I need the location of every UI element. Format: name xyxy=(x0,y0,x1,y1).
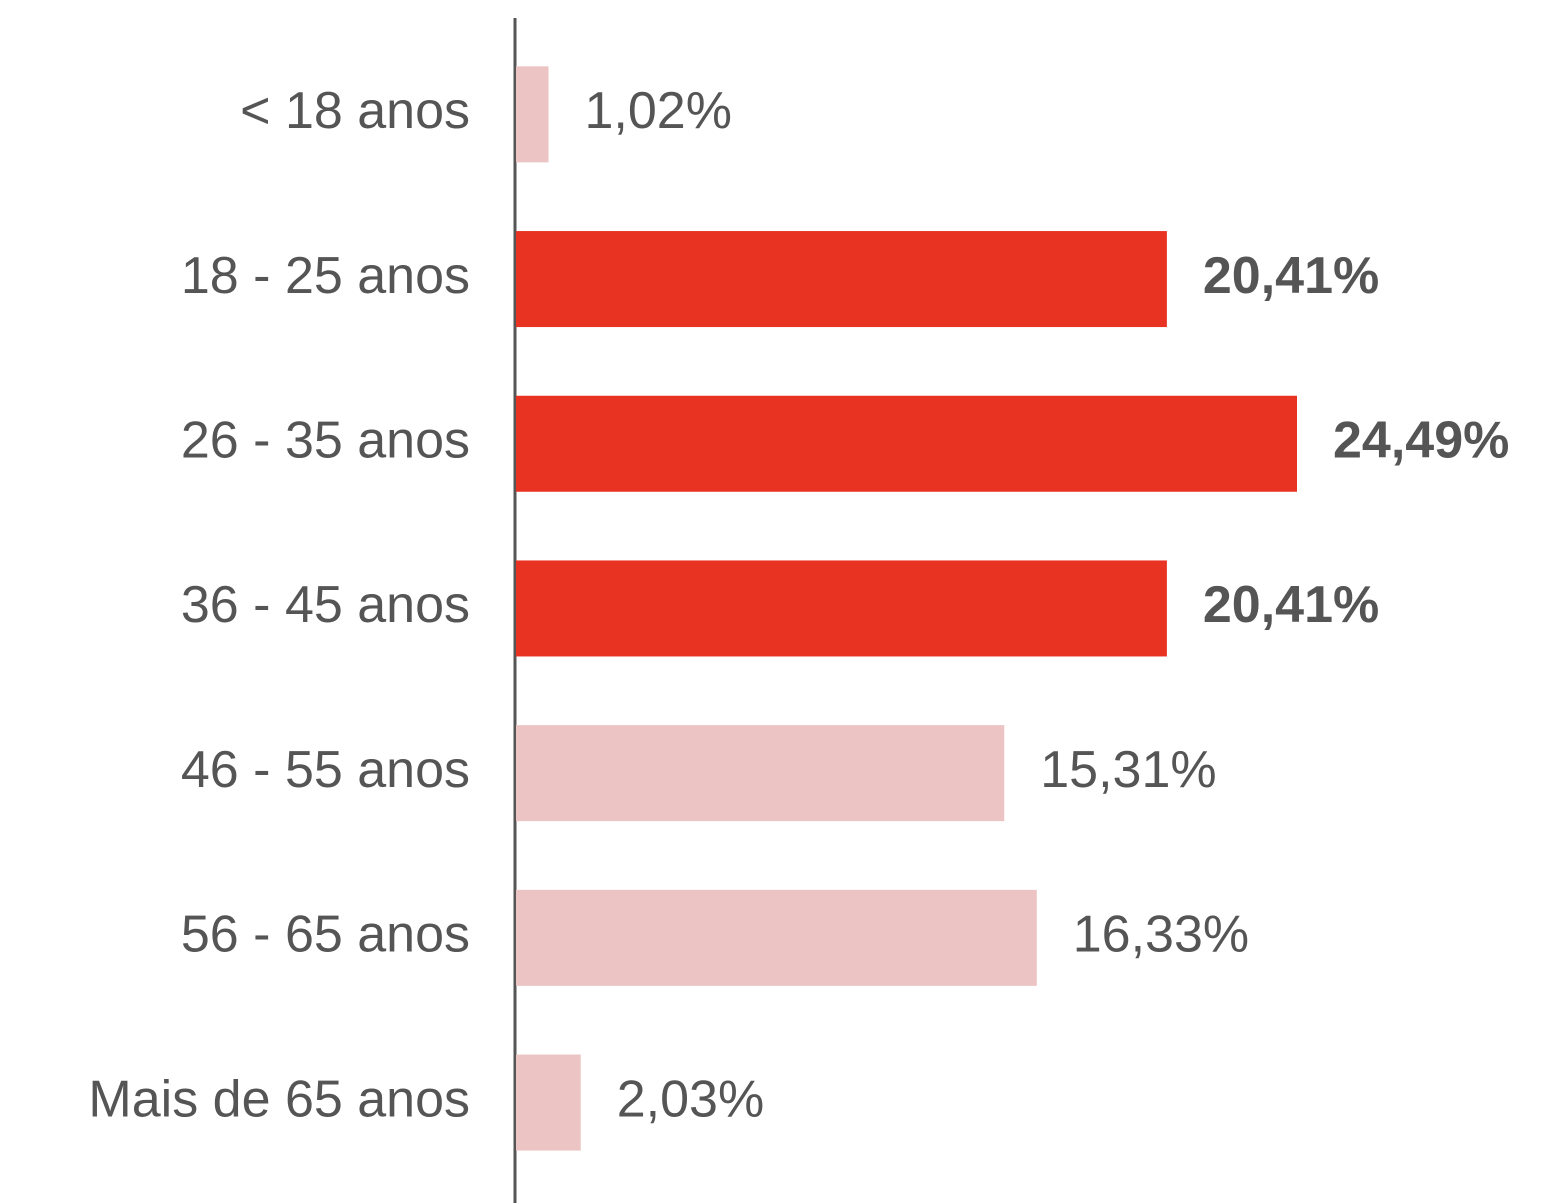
bar xyxy=(516,1054,581,1151)
value-label: 1,02% xyxy=(585,82,732,140)
value-label: 24,49% xyxy=(1333,411,1509,469)
category-label: 46 - 55 anos xyxy=(181,741,470,799)
bar xyxy=(516,725,1005,822)
value-label: 2,03% xyxy=(617,1070,764,1128)
bar xyxy=(516,231,1167,328)
bar xyxy=(516,889,1037,986)
value-label: 20,41% xyxy=(1203,247,1379,305)
category-label: Mais de 65 anos xyxy=(88,1070,470,1128)
value-label: 20,41% xyxy=(1203,576,1379,634)
value-label: 15,31% xyxy=(1040,741,1216,799)
category-label: < 18 anos xyxy=(240,82,470,140)
bar xyxy=(516,66,549,163)
value-label: 16,33% xyxy=(1073,906,1249,964)
bar xyxy=(516,560,1167,657)
category-label: 26 - 35 anos xyxy=(181,411,470,469)
category-label: 36 - 45 anos xyxy=(181,576,470,634)
category-label: 56 - 65 anos xyxy=(181,906,470,964)
bar xyxy=(516,395,1297,492)
category-label: 18 - 25 anos xyxy=(181,247,470,305)
